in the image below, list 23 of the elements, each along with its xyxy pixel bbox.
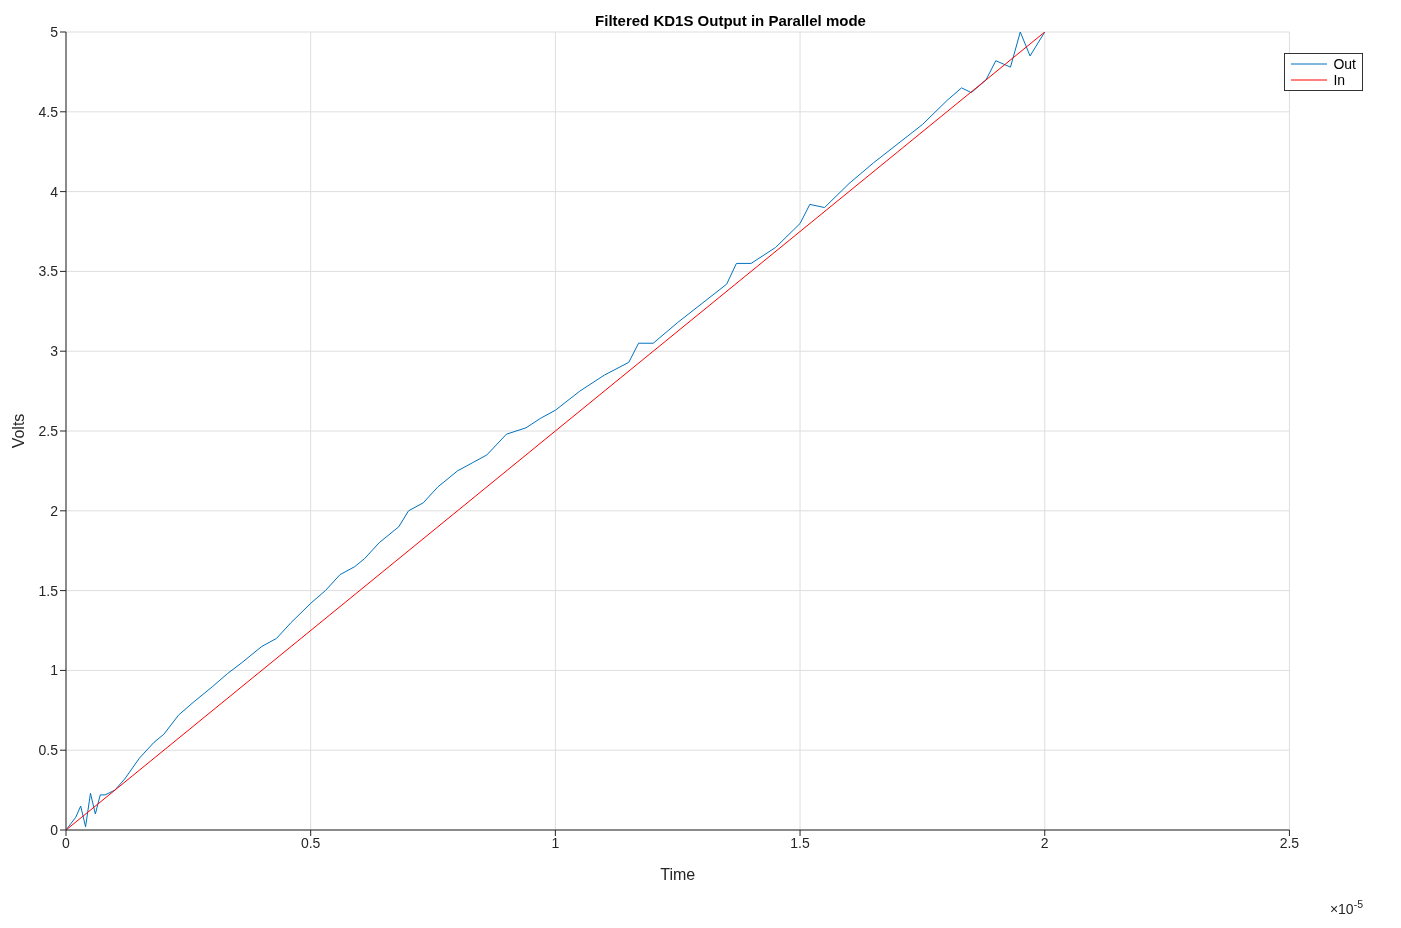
- legend-label: Out: [1333, 56, 1356, 72]
- y-axis-title: Volts: [9, 413, 27, 449]
- x-axis-title: Time: [660, 866, 696, 883]
- y-tick-label: 4: [50, 183, 59, 200]
- x-tick-label: 1.5: [790, 834, 810, 851]
- y-tick-label: 4.5: [38, 103, 59, 120]
- text: ×10$^{-5}$: [1329, 898, 1364, 917]
- y-tick-label: 1.5: [38, 582, 59, 599]
- x-tick-label: 0.5: [300, 834, 321, 851]
- x-tick-label: 1: [551, 834, 560, 851]
- y-tick-label: 3: [50, 343, 59, 360]
- y-tick-label: 1: [50, 662, 59, 679]
- y-tick-label: 3.5: [38, 263, 59, 280]
- legend-label: In: [1333, 72, 1346, 88]
- x-tick-label: 2: [1040, 834, 1049, 851]
- y-tick-label: 5: [50, 23, 59, 40]
- y-tick-label: 0.5: [38, 742, 59, 759]
- y-tick-label: 0: [50, 821, 59, 838]
- x-tick-label: 0: [62, 834, 71, 851]
- chart-title: Filtered KD1S Output in Parallel mode: [595, 12, 866, 29]
- y-tick-label: 2.5: [38, 422, 59, 439]
- x-tick-label: 2.5: [1279, 834, 1300, 851]
- y-tick-label: 2: [50, 502, 59, 519]
